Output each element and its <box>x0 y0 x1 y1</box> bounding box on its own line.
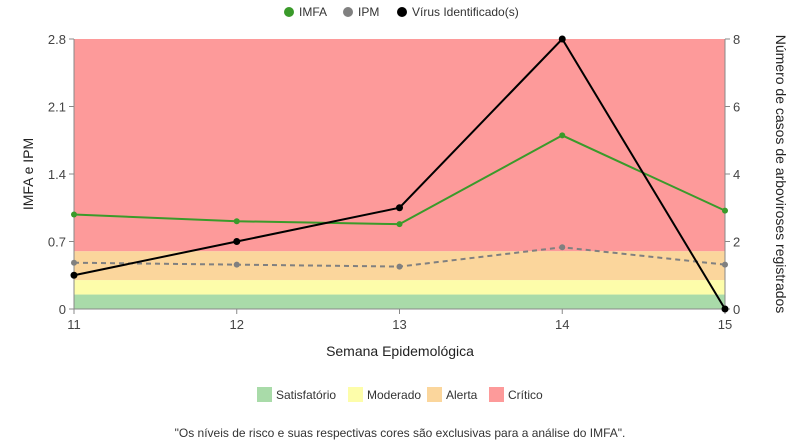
data-point-1-3 <box>559 244 566 251</box>
y-left-tick-label: 0 <box>59 302 66 317</box>
x-tick-label: 14 <box>555 317 569 332</box>
legend-label: IPM <box>358 5 379 19</box>
band-legend-swatch <box>427 387 442 402</box>
data-point-1-2 <box>396 263 403 270</box>
risk-band-0 <box>74 294 725 309</box>
legend-item-1[interactable]: IPM <box>343 5 379 19</box>
legend-item-0[interactable]: IMFA <box>284 5 327 19</box>
legend-label: IMFA <box>299 5 327 19</box>
y-right-tick-label: 6 <box>733 100 740 115</box>
data-point-0-0 <box>71 211 77 218</box>
y-left-tick-label: 0.7 <box>48 235 66 250</box>
band-legend-item-1: Moderado <box>348 387 421 402</box>
data-point-1-0 <box>71 259 77 266</box>
band-legend-label: Moderado <box>367 388 421 402</box>
x-tick-label: 12 <box>230 317 244 332</box>
y-axis-right-title: Número de casos de arboviroses registrad… <box>773 35 789 314</box>
band-legend-label: Crítico <box>508 388 543 402</box>
data-point-0-4 <box>722 207 728 214</box>
risk-bands-legend: Satisfatório Moderado Alerta Crítico <box>257 387 543 402</box>
x-tick-label: 15 <box>718 317 732 332</box>
legend-marker <box>397 7 407 17</box>
data-point-2-0 <box>70 271 78 279</box>
legend-marker <box>284 7 294 17</box>
y-left-tick-label: 2.8 <box>48 32 66 47</box>
data-point-2-2 <box>396 204 403 212</box>
risk-bands <box>74 39 725 309</box>
data-point-0-3 <box>559 132 566 139</box>
risk-band-3 <box>74 39 725 252</box>
band-legend-item-3: Crítico <box>489 387 543 402</box>
legend-item-2[interactable]: Vírus Identificado(s) <box>397 5 519 19</box>
x-tick-label: 11 <box>67 317 81 332</box>
data-point-0-1 <box>233 218 240 225</box>
y-right-tick-label: 2 <box>733 235 740 250</box>
y-left-tick-label: 1.4 <box>48 167 66 182</box>
series-lines <box>70 35 729 313</box>
legend-marker <box>343 7 353 17</box>
y-axis-left-title: IMFA e IPM <box>20 138 36 210</box>
data-point-0-2 <box>396 221 403 228</box>
band-legend-label: Satisfatório <box>276 388 336 402</box>
band-legend-swatch <box>348 387 363 402</box>
x-tick-label: 13 <box>392 317 406 332</box>
data-point-2-3 <box>558 35 566 43</box>
band-legend-label: Alerta <box>446 388 478 402</box>
y-right-tick-label: 4 <box>733 167 740 182</box>
band-legend-item-0: Satisfatório <box>257 387 336 402</box>
series-legend[interactable]: IMFA IPM Vírus Identificado(s) <box>284 5 519 19</box>
y-right-tick-label: 0 <box>733 302 740 317</box>
data-point-1-4 <box>722 261 728 268</box>
x-axis-title: Semana Epidemológica <box>326 343 474 359</box>
band-legend-swatch <box>257 387 272 402</box>
band-legend-item-2: Alerta <box>427 387 478 402</box>
band-legend-swatch <box>489 387 504 402</box>
legend-label: Vírus Identificado(s) <box>412 5 519 19</box>
y-left-tick-label: 2.1 <box>48 100 66 115</box>
data-point-2-4 <box>721 305 729 313</box>
data-point-2-1 <box>233 238 241 245</box>
footnote: "Os níveis de risco e suas respectivas c… <box>175 426 626 440</box>
y-right-tick-label: 8 <box>733 32 740 47</box>
data-point-1-1 <box>233 261 240 268</box>
risk-band-1 <box>74 280 725 295</box>
